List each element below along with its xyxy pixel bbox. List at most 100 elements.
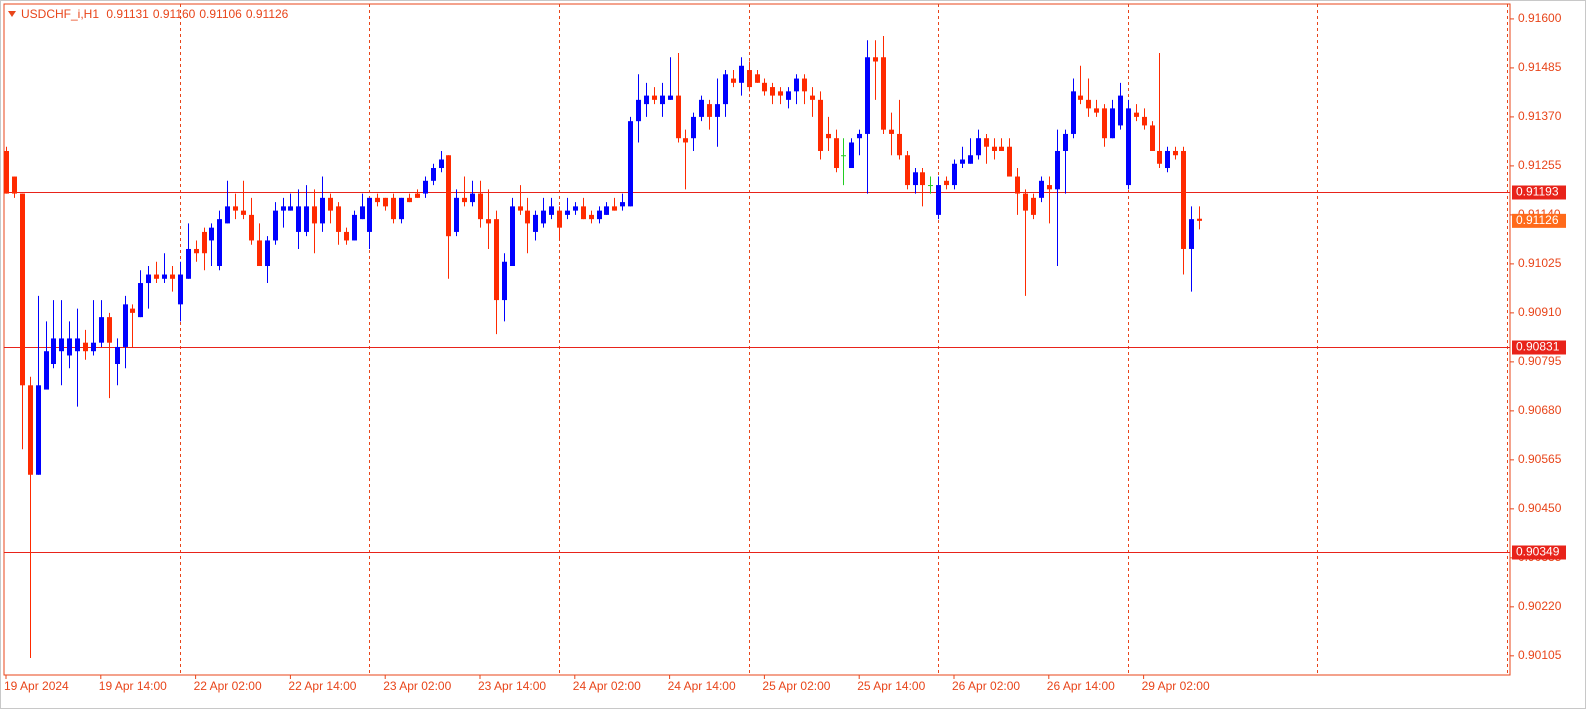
candle-body bbox=[217, 219, 222, 267]
candle-body bbox=[1102, 108, 1107, 139]
candle-body bbox=[581, 206, 586, 220]
candle-body bbox=[296, 206, 301, 232]
y-tick-label: 0.90105 bbox=[1518, 648, 1562, 662]
candle-body bbox=[225, 206, 230, 224]
candle-body bbox=[691, 116, 696, 139]
candle-body bbox=[423, 180, 428, 194]
candle-body bbox=[1078, 95, 1083, 100]
candle-body bbox=[431, 168, 436, 181]
candle-body bbox=[470, 193, 475, 203]
y-tick-label: 0.91370 bbox=[1518, 109, 1562, 123]
candle-body bbox=[1071, 91, 1076, 134]
y-tick-label: 0.90220 bbox=[1518, 599, 1562, 613]
candle-body bbox=[905, 155, 910, 186]
candle-body bbox=[928, 185, 933, 187]
level-label: 0.90349 bbox=[1516, 545, 1560, 559]
candle-body bbox=[1157, 150, 1162, 164]
menu-arrow[interactable] bbox=[8, 11, 16, 17]
candle-body bbox=[936, 185, 941, 215]
candle-body bbox=[1094, 108, 1099, 113]
candle-body bbox=[557, 210, 562, 228]
candle-body bbox=[589, 214, 594, 220]
candle-body bbox=[1031, 197, 1036, 215]
candle-body bbox=[660, 95, 665, 105]
candle-body bbox=[233, 206, 238, 211]
x-tick-label: 22 Apr 14:00 bbox=[288, 679, 356, 693]
candle-body bbox=[944, 180, 949, 186]
candle-body bbox=[1039, 180, 1044, 198]
candle-body bbox=[755, 74, 760, 83]
candle-body bbox=[257, 240, 262, 267]
candle-body bbox=[486, 219, 491, 224]
y-tick-label: 0.91485 bbox=[1518, 60, 1562, 74]
candle-body bbox=[525, 210, 530, 224]
x-tick-label: 25 Apr 02:00 bbox=[762, 679, 830, 693]
candle-body bbox=[826, 133, 831, 139]
candle-body bbox=[920, 172, 925, 186]
candle-body bbox=[834, 138, 839, 169]
candle-body bbox=[636, 99, 641, 122]
candle-body bbox=[83, 342, 88, 352]
candle-body bbox=[1015, 176, 1020, 194]
x-tick-label: 23 Apr 14:00 bbox=[478, 679, 546, 693]
candle-body bbox=[202, 231, 207, 254]
level-label-box bbox=[1512, 340, 1566, 355]
candle-body bbox=[12, 176, 17, 194]
candle-body bbox=[873, 57, 878, 62]
candle-body bbox=[739, 65, 744, 83]
candle-body bbox=[446, 155, 451, 237]
candle-body bbox=[178, 274, 183, 305]
candle-body bbox=[209, 227, 214, 241]
candle-body bbox=[762, 82, 767, 92]
candle-body bbox=[1007, 146, 1012, 177]
candle-body bbox=[889, 129, 894, 134]
candle-body bbox=[1086, 99, 1091, 109]
candle-body bbox=[91, 342, 96, 352]
candle-body bbox=[154, 274, 159, 279]
candle-body bbox=[802, 78, 807, 92]
candle-body bbox=[731, 78, 736, 83]
candle-body bbox=[36, 385, 41, 475]
x-tick-label: 26 Apr 14:00 bbox=[1047, 679, 1115, 693]
candle-body bbox=[810, 95, 815, 100]
candle-body bbox=[1142, 116, 1147, 126]
candle-body bbox=[439, 159, 444, 169]
y-tick-label: 0.90450 bbox=[1518, 501, 1562, 515]
candle-body bbox=[1047, 185, 1052, 190]
y-tick-label: 0.90795 bbox=[1518, 354, 1562, 368]
quote-high: 0.91160 bbox=[152, 7, 196, 21]
y-tick-label: 0.90910 bbox=[1518, 305, 1562, 319]
candle-body bbox=[897, 133, 902, 156]
candle-body bbox=[976, 138, 981, 156]
candle-body bbox=[75, 338, 80, 352]
y-tick-label: 0.90680 bbox=[1518, 403, 1562, 417]
candle-body bbox=[4, 150, 9, 194]
candle-body bbox=[992, 146, 997, 151]
candle-body bbox=[999, 146, 1004, 151]
candle-body bbox=[794, 78, 799, 92]
candle-body bbox=[312, 206, 317, 224]
candle-body bbox=[391, 197, 396, 220]
candle-body bbox=[462, 197, 467, 203]
candle-body bbox=[186, 248, 191, 279]
candle-body bbox=[352, 214, 357, 241]
candle-body bbox=[146, 274, 151, 284]
candle-body bbox=[786, 91, 791, 100]
symbol: USDCHF_i,H1 bbox=[21, 7, 100, 21]
candle-body bbox=[628, 121, 633, 207]
candle-body bbox=[676, 95, 681, 139]
x-tick-label: 23 Apr 02:00 bbox=[383, 679, 451, 693]
candle-body bbox=[123, 304, 128, 347]
x-tick-label: 26 Apr 02:00 bbox=[952, 679, 1020, 693]
candle-body bbox=[138, 283, 143, 318]
candle-body bbox=[533, 214, 538, 232]
candle-body bbox=[304, 206, 309, 232]
x-tick-label: 19 Apr 2024 bbox=[4, 679, 69, 693]
candle-body bbox=[778, 91, 783, 96]
candle-body bbox=[1134, 112, 1139, 117]
candle-body bbox=[59, 338, 64, 352]
candle-body bbox=[107, 317, 112, 343]
candle-body bbox=[1181, 150, 1186, 249]
candle-body bbox=[273, 210, 278, 241]
